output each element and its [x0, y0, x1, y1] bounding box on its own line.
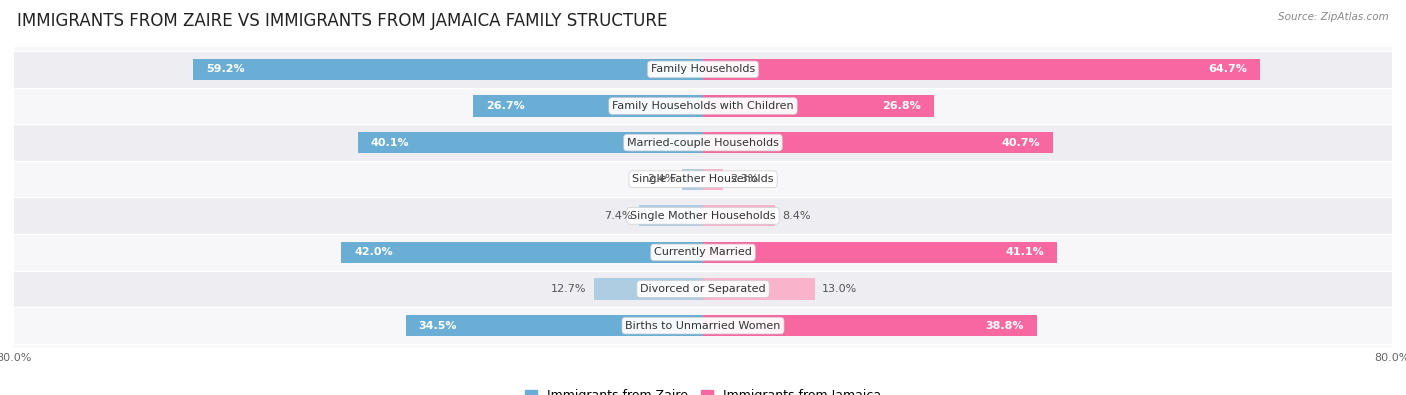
Text: 13.0%: 13.0%	[823, 284, 858, 294]
Text: Births to Unmarried Women: Births to Unmarried Women	[626, 321, 780, 331]
Text: Currently Married: Currently Married	[654, 247, 752, 258]
Bar	[14, 88, 1392, 124]
Bar	[703, 278, 815, 300]
Legend: Immigrants from Zaire, Immigrants from Jamaica: Immigrants from Zaire, Immigrants from J…	[520, 384, 886, 395]
Text: Family Households: Family Households	[651, 64, 755, 74]
Text: 41.1%: 41.1%	[1005, 247, 1045, 258]
Bar	[703, 169, 723, 190]
Text: 40.7%: 40.7%	[1002, 137, 1040, 148]
Bar	[703, 242, 1057, 263]
Bar	[14, 198, 1392, 234]
Text: Source: ZipAtlas.com: Source: ZipAtlas.com	[1278, 12, 1389, 22]
Text: Family Households with Children: Family Households with Children	[612, 101, 794, 111]
Text: 42.0%: 42.0%	[354, 247, 392, 258]
Text: 2.3%: 2.3%	[730, 174, 758, 184]
Text: 64.7%: 64.7%	[1208, 64, 1247, 74]
Bar	[593, 278, 703, 300]
Bar	[703, 315, 1038, 336]
Text: 26.8%: 26.8%	[882, 101, 921, 111]
Bar	[342, 242, 703, 263]
Bar	[14, 161, 1392, 198]
Bar	[472, 95, 703, 117]
Text: 8.4%: 8.4%	[782, 211, 811, 221]
Text: 59.2%: 59.2%	[207, 64, 245, 74]
Text: IMMIGRANTS FROM ZAIRE VS IMMIGRANTS FROM JAMAICA FAMILY STRUCTURE: IMMIGRANTS FROM ZAIRE VS IMMIGRANTS FROM…	[17, 12, 668, 30]
Bar	[640, 205, 703, 226]
Bar	[682, 169, 703, 190]
Bar	[14, 234, 1392, 271]
Bar	[406, 315, 703, 336]
Text: 34.5%: 34.5%	[419, 321, 457, 331]
Bar	[357, 132, 703, 153]
Text: 12.7%: 12.7%	[551, 284, 586, 294]
Bar	[14, 271, 1392, 307]
Bar	[14, 124, 1392, 161]
Text: 2.4%: 2.4%	[647, 174, 675, 184]
Text: 7.4%: 7.4%	[605, 211, 633, 221]
Text: 38.8%: 38.8%	[986, 321, 1024, 331]
Bar	[703, 59, 1260, 80]
Bar	[703, 95, 934, 117]
Bar	[14, 307, 1392, 344]
Bar	[703, 132, 1053, 153]
Bar	[193, 59, 703, 80]
Text: 26.7%: 26.7%	[486, 101, 524, 111]
Text: Single Mother Households: Single Mother Households	[630, 211, 776, 221]
Text: Single Father Households: Single Father Households	[633, 174, 773, 184]
Text: Divorced or Separated: Divorced or Separated	[640, 284, 766, 294]
Bar	[14, 51, 1392, 88]
Bar	[703, 205, 775, 226]
Text: 40.1%: 40.1%	[371, 137, 409, 148]
Text: Married-couple Households: Married-couple Households	[627, 137, 779, 148]
